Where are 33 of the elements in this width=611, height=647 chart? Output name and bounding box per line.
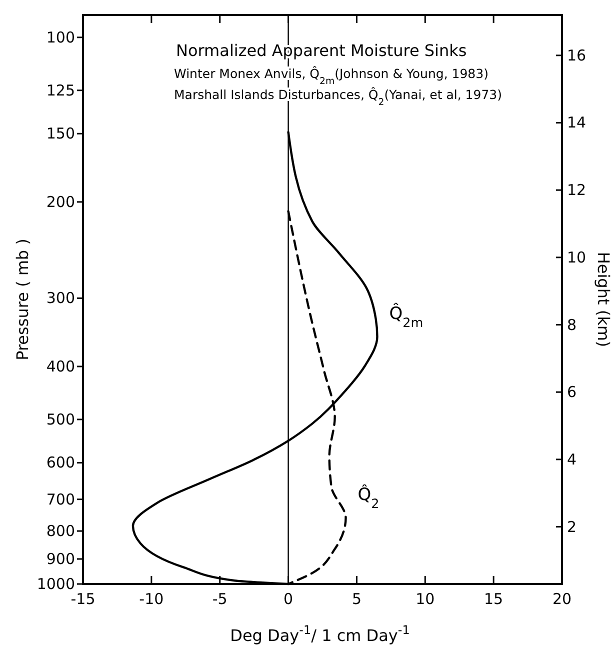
x-tick-label: 10	[416, 590, 435, 608]
y2-tick-label: 14	[567, 114, 586, 132]
x-tick-label: 20	[552, 590, 572, 608]
y-tick-label: 125	[46, 81, 75, 100]
y2-tick-label: 10	[567, 248, 586, 266]
x-tick-label: 15	[484, 590, 504, 608]
y2-tick-label: 4	[567, 450, 577, 468]
y-tick-label: 800	[46, 522, 75, 540]
x-tick-label: -5	[212, 590, 228, 608]
x-tick-label: 0	[284, 590, 294, 608]
series-label: Q̂$_{2m}$	[389, 302, 424, 330]
y2-tick-label: 6	[567, 383, 577, 402]
y-tick-label: 600	[46, 454, 75, 472]
y-tick-label: 1000	[36, 575, 75, 593]
series-label: Q̂$_{2}$	[358, 484, 380, 512]
y-tick-label: 200	[46, 192, 75, 211]
y-tick-label: 100	[46, 28, 75, 46]
y-tick-label: 400	[46, 357, 75, 376]
y2-tick-label: 12	[567, 181, 586, 200]
x-tick-label: 5	[352, 590, 362, 608]
y-axis-title: Pressure ( mb )	[13, 238, 32, 360]
y-tick-label: 150	[46, 124, 75, 143]
y-tick-label: 500	[46, 410, 75, 428]
x-axis-title: Deg Day$^{-1}$/ 1 cm Day$^{-1}$	[230, 623, 410, 645]
y-tick-label: 700	[46, 490, 75, 508]
x-tick-label: -15	[70, 590, 96, 608]
y2-tick-label: 16	[567, 46, 586, 64]
y-tick-label: 900	[46, 550, 75, 568]
x-tick-label: -10	[139, 590, 164, 608]
y-tick-label: 300	[46, 289, 75, 308]
y2-axis-title: Height (km)	[594, 252, 611, 348]
y2-tick-label: 2	[567, 518, 577, 536]
y2-tick-label: 8	[567, 316, 577, 334]
